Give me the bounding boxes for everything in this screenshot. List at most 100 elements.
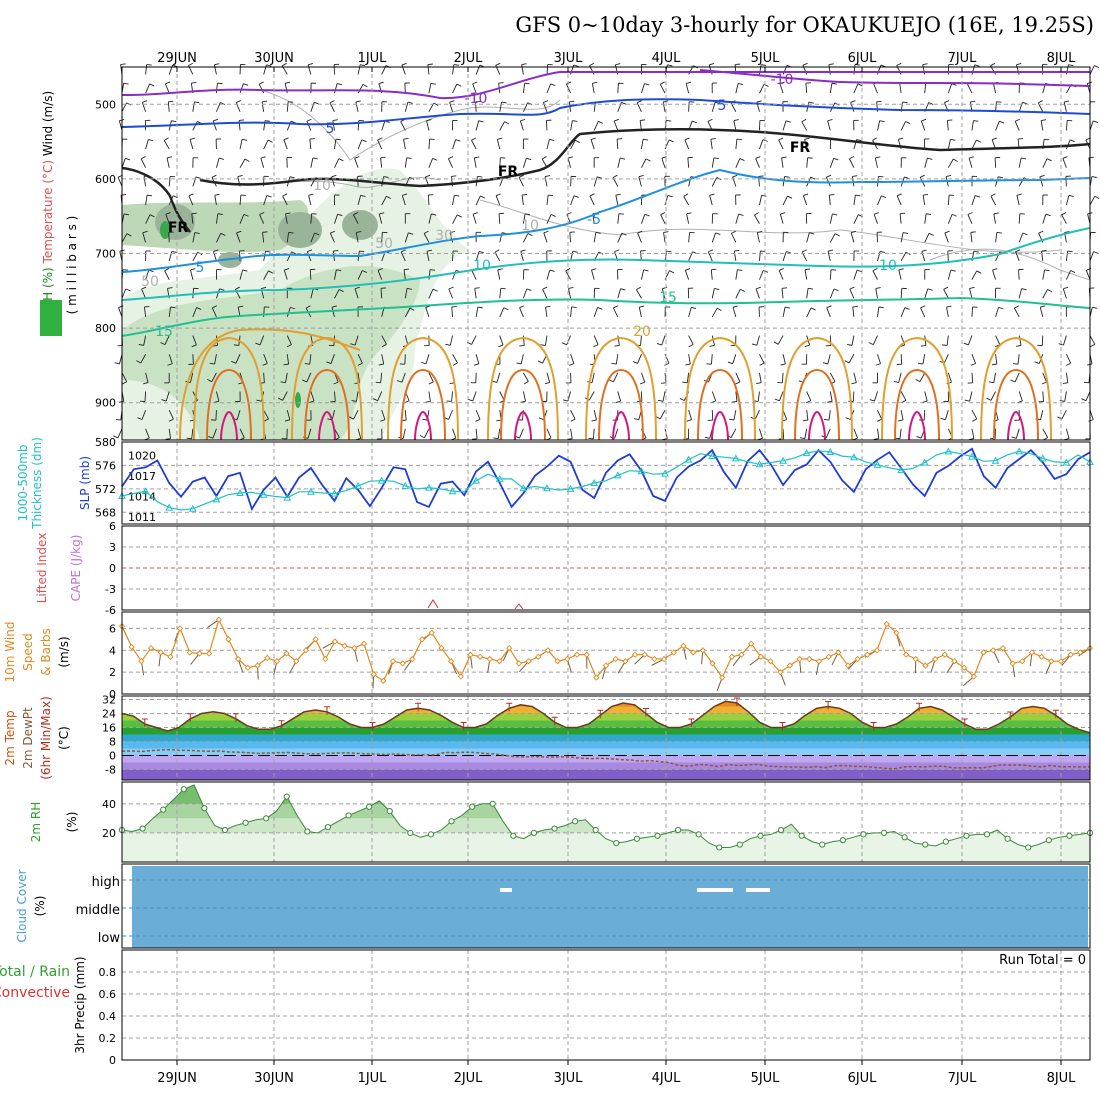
- upper-wind-barb: [140, 353, 147, 364]
- upper-wind-barb-flag: [969, 286, 975, 289]
- upper-wind-barb: [381, 232, 383, 243]
- upper-wind-barb: [944, 410, 949, 420]
- upper-wind-barb: [1018, 335, 1022, 346]
- upper-wind-barb-flag: [118, 400, 124, 403]
- y-tick-label: 576: [95, 459, 116, 472]
- upper-wind-barb-flag: [1061, 212, 1067, 216]
- wind-speed-point: [341, 642, 348, 650]
- rh-shade-70: [342, 210, 378, 240]
- upper-wind-barb: [804, 269, 808, 280]
- y-tick-label: 572: [95, 483, 116, 496]
- upper-wind-barb-flag: [736, 138, 742, 141]
- upper-wind-barb: [189, 372, 194, 383]
- upper-wind-barb: [310, 232, 315, 243]
- upper-wind-barb: [330, 354, 335, 364]
- upper-wind-barb-flag: [991, 363, 997, 366]
- upper-wind-barb-flag: [378, 81, 384, 84]
- upper-wind-barb-flag: [125, 288, 131, 292]
- upper-wind-barb-flag: [875, 363, 881, 366]
- upper-wind-barb: [877, 195, 882, 206]
- upper-wind-barb-flag: [735, 381, 741, 385]
- upper-wind-barb: [263, 139, 269, 150]
- upper-wind-barb: [782, 195, 788, 206]
- y-tick-label: 2: [109, 666, 116, 679]
- upper-wind-barb-flag: [520, 400, 526, 403]
- upper-wind-barb: [851, 335, 855, 346]
- upper-wind-barb-flag: [503, 307, 509, 311]
- temperature-contour: [908, 410, 926, 441]
- upper-wind-barb-flag: [280, 381, 286, 384]
- rh-point: [1045, 837, 1052, 844]
- upper-wind-barb-flag: [330, 230, 336, 234]
- panel-ylabel: 2m Temp: [3, 710, 17, 765]
- temperature-contour: [808, 410, 826, 441]
- upper-wind-barb: [166, 157, 170, 168]
- ylabel-part: 2m Temp: [3, 710, 17, 765]
- upper-wind-barb-flag: [738, 213, 744, 216]
- upper-wind-barb: [829, 372, 836, 382]
- upper-wind-barb: [239, 269, 243, 280]
- upper-wind-barb: [995, 354, 998, 365]
- upper-wind-barb-flag: [242, 269, 248, 272]
- rh-point: [427, 831, 435, 838]
- y-tick-label: 0: [109, 562, 116, 575]
- upper-wind-barb: [944, 232, 949, 243]
- wind-speed-point: [641, 651, 648, 658]
- upper-wind-barb-flag: [567, 156, 574, 159]
- upper-wind-barb-flag: [186, 437, 192, 440]
- upper-wind-barb-flag: [160, 342, 166, 346]
- upper-wind-barb-flag: [593, 344, 599, 348]
- thickness-point: [188, 504, 197, 512]
- upper-wind-barb: [452, 250, 454, 261]
- rh-shade-70: [278, 212, 322, 248]
- upper-wind-barb: [192, 335, 197, 346]
- surface-wind-barb: [289, 660, 297, 674]
- upper-wind-barb: [1042, 269, 1046, 280]
- upper-wind-barb: [357, 195, 362, 206]
- upper-wind-barb-flag: [526, 157, 532, 161]
- upper-wind-barb: [592, 428, 595, 439]
- contour-label: 10: [879, 258, 897, 274]
- upper-wind-barb-flag: [778, 268, 784, 271]
- upper-wind-barb: [900, 121, 906, 131]
- upper-wind-barb-flag: [290, 306, 296, 310]
- upper-wind-barb-flag: [685, 363, 691, 366]
- upper-wind-barb-flag: [708, 249, 714, 253]
- upper-wind-barb-flag: [828, 63, 834, 66]
- upper-wind-barb-flag: [986, 397, 992, 401]
- upper-wind-barb: [990, 391, 996, 401]
- upper-wind-barb-flag: [243, 213, 249, 217]
- upper-wind-barb-flag: [1069, 139, 1075, 143]
- upper-wind-barb-flag: [621, 232, 627, 236]
- upper-wind-barb: [192, 121, 198, 131]
- upper-wind-barb-flag: [569, 100, 575, 103]
- upper-wind-barb-flag: [669, 270, 675, 274]
- upper-wind-barb: [1039, 176, 1044, 187]
- y-tick-label: 0: [109, 750, 116, 763]
- date-label-bottom: 29JUN: [157, 1071, 197, 1086]
- upper-wind-barb-flag: [964, 399, 970, 402]
- upper-wind-barb-flag: [682, 381, 688, 384]
- upper-wind-barb: [334, 83, 338, 94]
- upper-wind-barb: [452, 64, 455, 75]
- upper-wind-barb: [401, 195, 406, 206]
- upper-wind-barb-flag: [1034, 361, 1040, 364]
- upper-wind-barb: [404, 157, 408, 168]
- upper-wind-barb: [427, 195, 430, 206]
- upper-wind-barb: [828, 195, 831, 206]
- upper-wind-barb: [852, 391, 855, 402]
- upper-wind-barb: [286, 232, 290, 243]
- upper-wind-barb-flag: [905, 121, 911, 125]
- upper-wind-barb-flag: [942, 344, 948, 346]
- upper-wind-barb: [779, 83, 784, 94]
- y-tick-label: 0: [109, 1054, 116, 1067]
- temperature-contour: [711, 410, 729, 441]
- contour-label: FR: [168, 220, 189, 236]
- contour-label: -10: [771, 72, 794, 88]
- upper-wind-barb: [778, 391, 784, 401]
- rh-point: [283, 793, 290, 800]
- upper-wind-barb-flag: [621, 102, 627, 105]
- upper-wind-barb: [900, 354, 903, 365]
- upper-wind-barb: [759, 372, 762, 383]
- wind-speed-point: [999, 644, 1007, 652]
